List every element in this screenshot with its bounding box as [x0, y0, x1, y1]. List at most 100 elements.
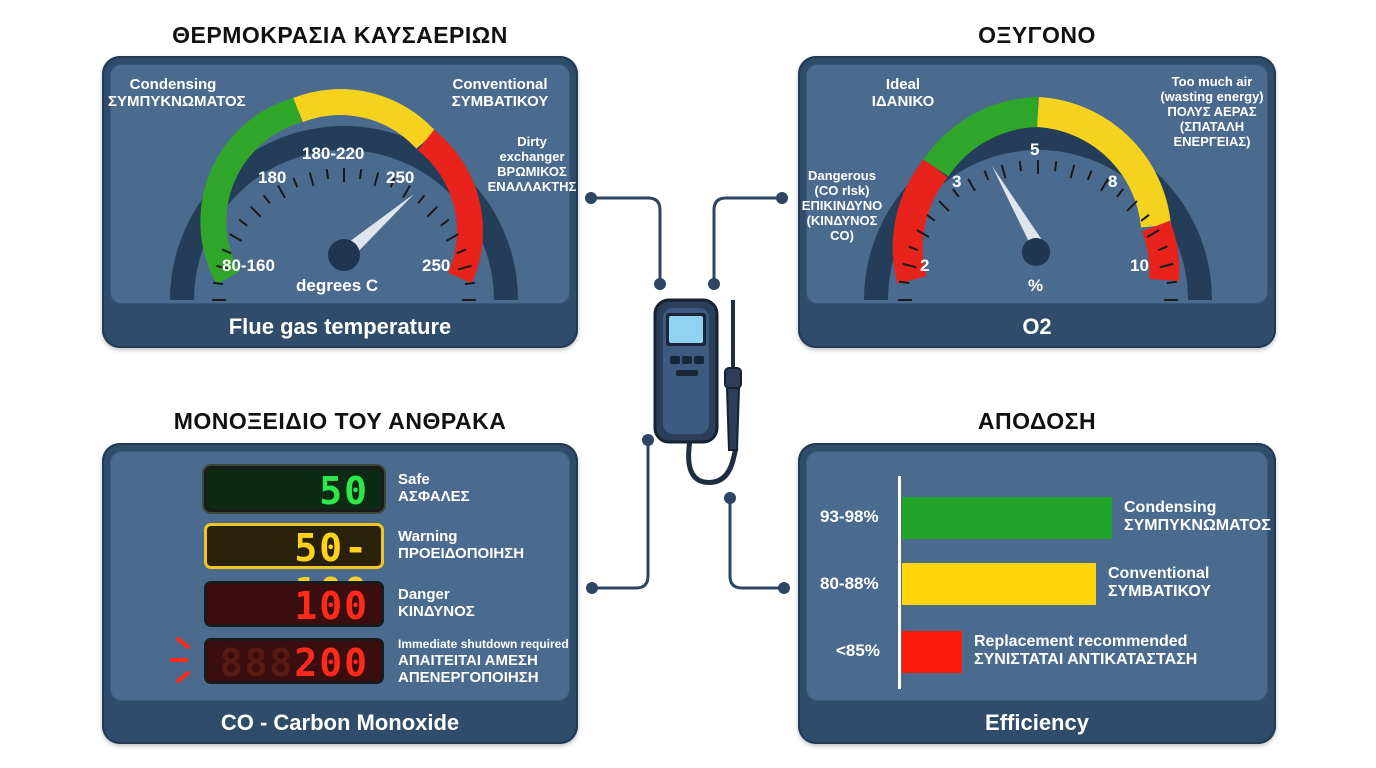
temperature-unit: degrees C	[296, 276, 379, 295]
co-footer: CO - Carbon Monoxide	[220, 710, 460, 735]
gauge-tick	[951, 188, 960, 198]
gauge-tick	[899, 280, 910, 285]
gauge-tick	[373, 172, 380, 187]
efficiency-range-conventional: 80-88%	[820, 574, 879, 593]
oxygen-section-title: ΟΞΥΓΟΝΟ	[978, 22, 1096, 48]
oxygen-zone-high	[1141, 220, 1180, 282]
gauge-tick	[440, 218, 450, 227]
oxygen-gauge	[864, 97, 1212, 301]
gauge-tick	[1000, 164, 1007, 179]
gauge-tick	[358, 168, 363, 180]
temperature-gauge	[170, 89, 518, 301]
connector-dot	[585, 192, 597, 204]
connector-dot	[642, 434, 654, 446]
oxygen-scale-8: 8	[1108, 172, 1118, 191]
gauge-tick	[1166, 280, 1177, 285]
gauge-tick	[1069, 164, 1076, 179]
oxygen-footer: O2	[1022, 314, 1052, 339]
connector-dot	[654, 278, 666, 290]
gauge-tick	[938, 200, 950, 212]
temperature-scale-250-inner: 250	[386, 168, 415, 187]
efficiency-section-title: ΑΠΟΔΟΣΗ	[977, 408, 1097, 434]
efficiency-bar-replacement	[902, 631, 962, 673]
gauge-tick	[464, 281, 476, 286]
co-label-danger: Danger ΚΙΝΔΥΝΟΣ	[398, 586, 475, 620]
gauge-tick	[426, 205, 439, 218]
gauge-tick	[902, 262, 917, 269]
temperature-zone-condensing	[200, 97, 302, 285]
efficiency-range-condensing: 93-98%	[820, 507, 879, 526]
temperature-zone-conventional-label: Conventional ΣΥΜΒΑΤΙΚΟΥ	[451, 76, 549, 110]
alarm-burst-icon	[170, 637, 190, 683]
oxygen-zone-danger-label: Dangerous (CO rlsk) ΕΠΙΚΙΝΔΥΝΟ (ΚΙΝΔΥΝΟΣ…	[801, 168, 883, 243]
co-label-shutdown: Immediate shutdown required ΑΠΑΙΤΕΙΤΑΙ Α…	[398, 637, 569, 686]
efficiency-label-replacement: Replacement recommended ΣΥΝΙΣΤΑΤΑΙ ΑΝΤΙΚ…	[974, 633, 1198, 668]
gauge-tick	[456, 248, 467, 255]
oxygen-zone-too-much-air-label: Too much air (wasting energy) ΠΟΛΥΣ ΑΕΡΑ…	[1160, 74, 1264, 149]
oxygen-zone-danger	[892, 158, 948, 284]
temperature-scale-180: 180	[258, 168, 287, 187]
oxygen-zone-ideal-label: Ideal ΙΔΑΝΙΚΟ	[871, 76, 935, 110]
efficiency-bar-conventional	[902, 563, 1096, 605]
co-display-warning: 50- 100	[204, 523, 384, 614]
efficiency-range-replacement: <85%	[836, 641, 880, 660]
gauge-tick	[1157, 245, 1168, 252]
temperature-scale-180-220: 180-220	[302, 144, 365, 163]
co-panel: 50 Safe ΑΣΦΑΛΕΣ 50- 100 Warning ΠΡΟΕΙΔΟΠ…	[102, 443, 578, 744]
temperature-scale-250-outer: 250	[422, 256, 451, 275]
efficiency-panel: 93-98% Condensing ΣΥΜΠΥΚΝΩΜΑΤΟΣ 80-88% C…	[798, 443, 1276, 744]
efficiency-footer: Efficiency	[985, 710, 1089, 735]
gauge-tick	[457, 264, 472, 271]
connector-dot	[708, 278, 720, 290]
gauge-tick	[1159, 262, 1174, 269]
gauge-tick	[238, 218, 248, 227]
efficiency-label-conventional: Conventional ΣΥΜΒΑΤΙΚΟΥ	[1108, 565, 1212, 600]
gauge-tick	[916, 229, 930, 238]
oxygen-scale-3: 3	[952, 172, 962, 191]
gauge-tick	[1018, 161, 1023, 172]
gauge-tick	[262, 194, 271, 204]
temperature-needle-hub	[328, 239, 360, 271]
gauge-tick	[967, 178, 976, 192]
gauge-tick	[445, 233, 459, 242]
efficiency-bar-condensing	[902, 497, 1112, 539]
gauge-tick	[1053, 161, 1058, 172]
oxygen-scale-2: 2	[920, 256, 930, 275]
temperature-panel: Condensing ΣΥΜΠΥΚΝΩΜΑΤΟΣ Conventional ΣΥ…	[102, 56, 578, 348]
gauge-tick	[229, 233, 243, 242]
co-display-danger: 100	[204, 581, 384, 628]
connector-dot	[776, 192, 788, 204]
gauge-tick	[1086, 170, 1093, 181]
oxygen-panel: Ideal ΙΔΑΝΙΚΟ Too much air (wasting ener…	[798, 56, 1276, 348]
oxygen-scale-5: 5	[1030, 140, 1040, 159]
gauge-tick	[1126, 200, 1138, 212]
oxygen-needle	[992, 166, 1042, 244]
oxygen-zone-too-much-air	[1036, 97, 1171, 228]
oxygen-zone-ideal	[923, 97, 1039, 177]
connector-dot	[778, 582, 790, 594]
gauge-tick	[402, 185, 411, 199]
gauge-tick	[1140, 213, 1150, 222]
temperature-section-title: ΘΕΡΜΟΚΡΑΣΙΑ ΚΑΥΣΑΕΡΙΩΝ	[172, 22, 508, 48]
connector-dot	[724, 492, 736, 504]
temperature-zone-dirty-label: Dirty exchanger ΒΡΩΜΙΚΟΣ ΕΝΑΛΛΑΚΤΗΣ	[487, 134, 577, 194]
temperature-zone-condensing-label: Condensing ΣΥΜΠΥΚΝΩΜΑΤΟΣ	[108, 76, 246, 110]
oxygen-unit: %	[1028, 276, 1044, 295]
gauge-tick	[325, 168, 330, 180]
co-section-title: ΜΟΝΟΞΕΙΔΙΟ ΤΟΥ ΑΝΘΡΑΚΑ	[173, 408, 507, 434]
temperature-footer: Flue gas temperature	[228, 314, 452, 339]
temperature-zone-dirty	[417, 129, 483, 284]
gauge-tick	[308, 172, 315, 187]
gauge-tick	[1146, 229, 1160, 238]
connector-dot	[586, 582, 598, 594]
gauge-tick	[926, 213, 936, 222]
co-label-safe: Safe ΑΣΦΑΛΕΣ	[398, 471, 470, 505]
gauge-tick	[1100, 178, 1109, 192]
gauge-tick	[389, 177, 396, 188]
gauge-tick	[277, 185, 286, 199]
gauge-tick	[292, 177, 299, 188]
co-label-warning: Warning ΠΡΟΕΙΔΟΠΟΙΗΣΗ	[398, 528, 525, 562]
gauge-tick	[417, 194, 426, 204]
efficiency-label-condensing: Condensing ΣΥΜΠΥΚΝΩΜΑΤΟΣ	[1124, 499, 1271, 534]
